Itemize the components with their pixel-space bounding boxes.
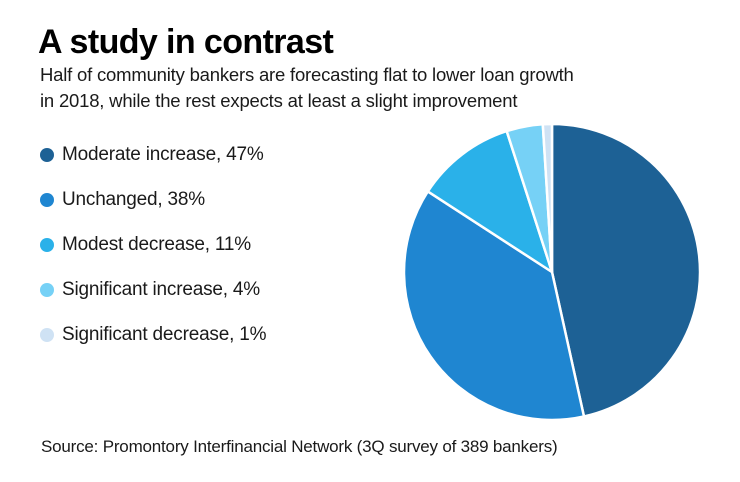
- legend-item-significant-increase: Significant increase, 4%: [40, 278, 266, 302]
- legend-label: Unchanged, 38%: [62, 189, 205, 210]
- legend-label: Modest decrease, 11%: [62, 234, 251, 255]
- subtitle-line-1: Half of community bankers are forecastin…: [40, 64, 574, 85]
- chart-subtitle: Half of community bankers are forecastin…: [40, 62, 574, 114]
- pie-chart-container: [402, 122, 702, 422]
- legend-label: Significant decrease, 1%: [62, 324, 267, 345]
- page-title: A study in contrast: [38, 23, 334, 61]
- legend-bullet-icon: [40, 328, 54, 342]
- legend-item-modest-decrease: Modest decrease, 11%: [40, 233, 266, 257]
- legend-bullet-icon: [40, 148, 54, 162]
- pie-slice-modest-decrease: [426, 129, 554, 274]
- legend-bullet-icon: [40, 283, 54, 297]
- legend-bullet-icon: [40, 193, 54, 207]
- chart-legend: Moderate increase, 47% Unchanged, 38% Mo…: [40, 143, 267, 368]
- legend-item-significant-decrease: Significant decrease, 1%: [40, 323, 267, 347]
- legend-label: Moderate increase, 47%: [62, 144, 264, 165]
- subtitle-line-2: in 2018, while the rest expects at least…: [40, 90, 518, 111]
- pie-slice-moderate-increase: [550, 122, 702, 418]
- pie-slice-unchanged: [402, 190, 586, 422]
- pie-slice-significant-decrease: [541, 122, 554, 274]
- legend-item-moderate-increase: Moderate increase, 47%: [40, 143, 266, 167]
- legend-label: Significant increase, 4%: [62, 279, 260, 300]
- pie-chart: [402, 122, 702, 422]
- legend-item-unchanged: Unchanged, 38%: [40, 188, 266, 212]
- legend-bullet-icon: [40, 238, 54, 252]
- source-note: Source: Promontory Interfinancial Networ…: [41, 437, 558, 456]
